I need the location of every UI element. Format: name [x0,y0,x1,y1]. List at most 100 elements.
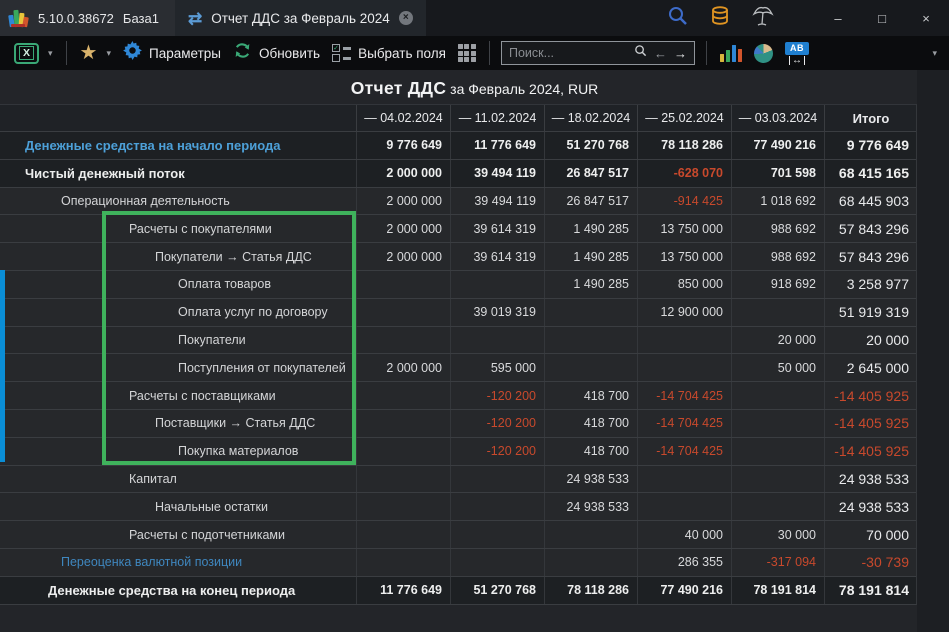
value-cell[interactable]: 51 919 319 [824,299,917,326]
search-prev-icon[interactable]: ← [654,46,667,61]
value-cell[interactable] [731,410,824,437]
layout-grid-button[interactable] [452,39,482,67]
value-cell[interactable]: -120 200 [450,438,544,465]
value-cell[interactable]: 988 692 [731,215,824,242]
column-header[interactable]: — 11.02.2024 [450,105,544,131]
value-cell[interactable]: -30 739 [824,549,917,576]
value-cell[interactable]: 26 847 517 [544,188,637,215]
value-cell[interactable]: 1 490 285 [544,271,637,298]
value-cell[interactable]: 40 000 [637,521,731,548]
value-cell[interactable]: 1 490 285 [544,215,637,242]
value-cell[interactable] [731,299,824,326]
value-cell[interactable]: 2 000 000 [356,354,450,381]
value-cell[interactable] [356,521,450,548]
row-label[interactable]: Расчеты с подотчетниками [0,521,356,548]
column-width-button[interactable]: AB ↔ [779,39,815,67]
column-header[interactable]: — 18.02.2024 [544,105,637,131]
column-header[interactable]: — 04.02.2024 [356,105,450,131]
row-label[interactable]: Денежные средства на начало периода [0,132,356,159]
value-cell[interactable]: 2 000 000 [356,188,450,215]
value-cell[interactable] [450,466,544,493]
value-cell[interactable]: 595 000 [450,354,544,381]
value-cell[interactable]: 39 614 319 [450,215,544,242]
value-cell[interactable]: -14 704 425 [637,410,731,437]
value-cell[interactable]: 13 750 000 [637,243,731,270]
value-cell[interactable]: 418 700 [544,410,637,437]
value-cell[interactable] [544,521,637,548]
value-cell[interactable]: 918 692 [731,271,824,298]
value-cell[interactable] [731,466,824,493]
value-cell[interactable]: 13 750 000 [637,215,731,242]
value-cell[interactable]: 24 938 533 [824,466,917,493]
value-cell[interactable]: -120 200 [450,382,544,409]
value-cell[interactable]: 2 000 000 [356,243,450,270]
value-cell[interactable]: 39 614 319 [450,243,544,270]
toolbar-overflow-icon[interactable]: ▾ [932,48,937,59]
pie-chart-button[interactable] [748,39,779,67]
value-cell[interactable]: 1 490 285 [544,243,637,270]
value-cell[interactable]: -628 070 [637,160,731,187]
value-cell[interactable] [637,493,731,520]
value-cell[interactable]: 57 843 296 [824,243,917,270]
value-cell[interactable]: 24 938 533 [544,493,637,520]
value-cell[interactable]: -14 405 925 [824,382,917,409]
value-cell[interactable] [356,382,450,409]
maximize-button[interactable]: □ [875,11,889,26]
report-tab[interactable]: ⇄ Отчет ДДС за Февраль 2024 × [175,0,426,36]
tab-close-icon[interactable]: × [399,11,413,25]
parameters-button[interactable]: Параметры [117,39,227,67]
value-cell[interactable] [356,299,450,326]
value-cell[interactable] [450,493,544,520]
value-cell[interactable]: -14 704 425 [637,382,731,409]
value-cell[interactable] [544,327,637,354]
value-cell[interactable]: 51 270 768 [544,132,637,159]
value-cell[interactable]: 68 415 165 [824,160,917,187]
value-cell[interactable] [450,271,544,298]
value-cell[interactable] [356,410,450,437]
column-header[interactable]: Итого [824,105,917,131]
value-cell[interactable]: 70 000 [824,521,917,548]
select-fields-button[interactable]: ✓ Выбрать поля [326,39,452,67]
value-cell[interactable] [731,493,824,520]
value-cell[interactable]: 78 118 286 [637,132,731,159]
value-cell[interactable]: 39 019 319 [450,299,544,326]
value-cell[interactable]: 39 494 119 [450,188,544,215]
value-cell[interactable]: 11 776 649 [356,577,450,604]
value-cell[interactable] [356,493,450,520]
value-cell[interactable] [544,299,637,326]
value-cell[interactable]: 30 000 [731,521,824,548]
value-cell[interactable] [356,466,450,493]
value-cell[interactable] [637,466,731,493]
value-cell[interactable] [356,549,450,576]
value-cell[interactable]: 77 490 216 [637,577,731,604]
row-label[interactable]: Денежные средства на конец периода [0,577,356,604]
value-cell[interactable]: 9 776 649 [356,132,450,159]
value-cell[interactable]: 77 490 216 [731,132,824,159]
value-cell[interactable] [544,354,637,381]
value-cell[interactable]: 418 700 [544,438,637,465]
value-cell[interactable] [356,327,450,354]
value-cell[interactable]: 51 270 768 [450,577,544,604]
value-cell[interactable]: 78 118 286 [544,577,637,604]
value-cell[interactable]: 50 000 [731,354,824,381]
value-cell[interactable]: -317 094 [731,549,824,576]
value-cell[interactable] [637,354,731,381]
value-cell[interactable]: 24 938 533 [824,493,917,520]
value-cell[interactable] [450,521,544,548]
row-label[interactable]: Чистый денежный поток [0,160,356,187]
column-header[interactable]: — 03.03.2024 [731,105,824,131]
value-cell[interactable] [450,549,544,576]
search-input[interactable] [509,46,627,60]
value-cell[interactable]: 2 645 000 [824,354,917,381]
value-cell[interactable]: 850 000 [637,271,731,298]
value-cell[interactable]: 20 000 [731,327,824,354]
vacation-umbrella-icon[interactable] [751,4,775,33]
value-cell[interactable]: 78 191 814 [731,577,824,604]
value-cell[interactable]: -14 405 925 [824,438,917,465]
value-cell[interactable]: 68 445 903 [824,188,917,215]
value-cell[interactable]: 286 355 [637,549,731,576]
favorites-button[interactable]: ★ ▾ [74,39,117,67]
database-icon[interactable] [709,5,731,32]
value-cell[interactable] [637,327,731,354]
value-cell[interactable]: 988 692 [731,243,824,270]
